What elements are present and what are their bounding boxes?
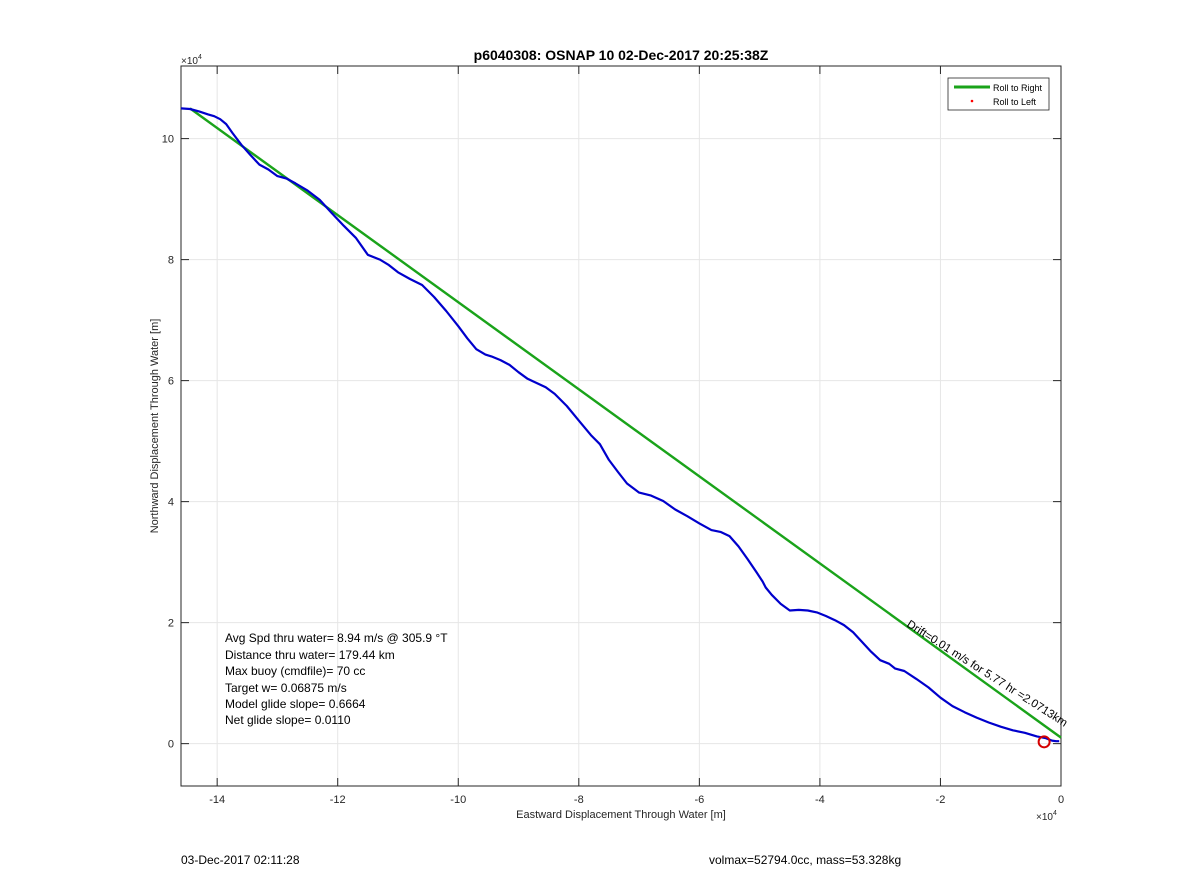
plot-frame <box>180 65 1062 787</box>
y-exponent-base: ×10 <box>181 56 198 67</box>
x-tick-label: -8 <box>574 794 584 806</box>
y-axis-label: Northward Displacement Through Water [m] <box>149 319 161 534</box>
y-tick-label: 4 <box>168 497 174 509</box>
y-exponent-power: 4 <box>198 54 202 61</box>
start-marker <box>1037 735 1051 749</box>
chart-title: p6040308: OSNAP 10 02-Dec-2017 20:25:38Z <box>474 47 769 63</box>
legend-label-roll-left: Roll to Left <box>993 97 1037 107</box>
svg-text:×104: ×104 <box>181 54 202 67</box>
y-tick-label: 2 <box>168 618 174 630</box>
annotation-model-glide: Model glide slope= 0.6664 <box>225 697 366 711</box>
x-tick-label: -4 <box>815 794 825 806</box>
stats-annotation: Avg Spd thru water= 8.94 m/s @ 305.9 °T … <box>225 631 448 727</box>
legend-swatch-roll-left <box>970 99 974 103</box>
legend-box <box>947 77 1050 111</box>
x-exponent-power: 4 <box>1053 810 1057 817</box>
x-tick-label: -6 <box>694 794 704 806</box>
series-roll-to-right-line <box>189 107 1062 739</box>
x-tick-label: 0 <box>1058 794 1064 806</box>
annotation-max-buoy: Max buoy (cmdfile)= 70 cc <box>225 664 365 678</box>
legend-label-roll-right: Roll to Right <box>993 83 1043 93</box>
x-tick-label: -2 <box>936 794 946 806</box>
x-tick-label: -10 <box>450 794 466 806</box>
grid <box>181 66 1062 786</box>
footer-summary: volmax=52794.0cc, mass=53.328kg <box>709 853 902 867</box>
y-tick-label: 8 <box>168 255 174 267</box>
x-tick-label: -14 <box>209 794 225 806</box>
axis-ticks: -14 -12 -10 -8 -6 -4 -2 0 0 2 4 6 8 10 <box>162 66 1064 806</box>
svg-text:×104: ×104 <box>1036 810 1057 823</box>
annotation-avg-speed: Avg Spd thru water= 8.94 m/s @ 305.9 °T <box>225 631 448 645</box>
drift-label: Drift=0.01 m/s for 5.77 hr =2.0713km <box>904 618 1069 729</box>
series-group <box>180 107 1062 743</box>
y-exponent-label: ×104 <box>181 54 202 67</box>
x-exponent-label: ×104 <box>1036 810 1057 823</box>
x-exponent-base: ×10 <box>1036 812 1053 823</box>
x-tick-label: -12 <box>330 794 346 806</box>
y-tick-label: 10 <box>162 134 174 146</box>
y-tick-label: 0 <box>168 739 174 751</box>
annotation-distance: Distance thru water= 179.44 km <box>225 648 395 662</box>
series-track-line <box>180 107 1060 743</box>
legend: Roll to Right Roll to Left <box>947 77 1050 111</box>
footer-timestamp: 03-Dec-2017 02:11:28 <box>181 853 300 867</box>
annotation-net-glide: Net glide slope= 0.0110 <box>225 713 351 727</box>
x-axis-label: Eastward Displacement Through Water [m] <box>516 809 726 821</box>
annotation-target-w: Target w= 0.06875 m/s <box>225 681 347 695</box>
y-tick-label: 6 <box>168 376 174 388</box>
